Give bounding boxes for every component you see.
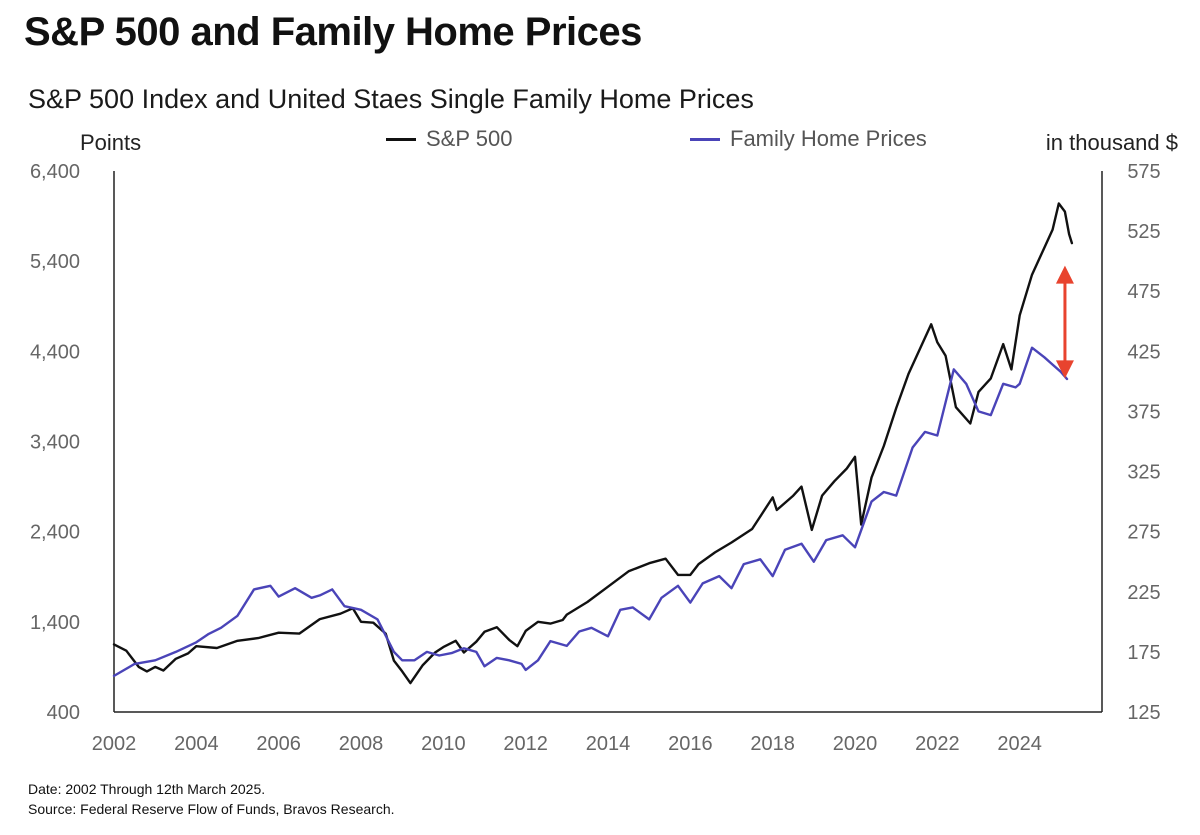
footnote-date: Date: 2002 Through 12th March 2025. xyxy=(28,781,266,797)
y-left-tick-label: 2,400 xyxy=(30,522,80,544)
y-left-tick-label: 1,400 xyxy=(30,612,80,634)
y-left-tick-label: 4,400 xyxy=(30,341,80,363)
legend-sp500-swatch xyxy=(386,137,416,141)
x-tick-label: 2006 xyxy=(256,733,301,755)
y-right-tick-label: 575 xyxy=(1127,161,1160,183)
x-tick-label: 2010 xyxy=(421,733,466,755)
legend-home-swatch xyxy=(690,137,720,141)
x-tick-label: 2008 xyxy=(339,733,384,755)
y-left-tick-label: 5,400 xyxy=(30,251,80,273)
x-tick-label: 2024 xyxy=(997,733,1042,755)
y-right-tick-label: 325 xyxy=(1127,462,1160,484)
left-axis-title: Points xyxy=(80,130,142,155)
chart-subtitle: S&P 500 Index and United Staes Single Fa… xyxy=(28,84,754,114)
legend-home-label: Family Home Prices xyxy=(730,126,927,151)
legend-home-prices: Family Home Prices xyxy=(690,126,927,152)
sp500-line xyxy=(112,202,1074,685)
x-tick-label: 2004 xyxy=(174,733,219,755)
y-left-tick-label: 400 xyxy=(47,702,80,724)
gap-arrow-head-up xyxy=(1055,265,1074,284)
x-tick-label: 2022 xyxy=(915,733,960,755)
y-right-tick-label: 175 xyxy=(1127,642,1160,664)
home-prices-line xyxy=(112,346,1069,678)
x-tick-label: 2014 xyxy=(586,733,631,755)
legend-sp500: S&P 500 xyxy=(386,126,512,152)
right-axis-title: in thousand $ xyxy=(1045,130,1178,155)
x-tick-label: 2020 xyxy=(833,733,878,755)
legend-sp500-label: S&P 500 xyxy=(426,126,513,151)
y-right-tick-label: 475 xyxy=(1127,281,1160,303)
y-left-tick-label: 6,400 xyxy=(30,161,80,183)
footnote-source: Source: Federal Reserve Flow of Funds, B… xyxy=(28,801,395,817)
y-right-tick-label: 225 xyxy=(1127,582,1160,604)
x-tick-label: 2002 xyxy=(92,733,137,755)
y-right-tick-label: 525 xyxy=(1127,221,1160,243)
x-tick-label: 2016 xyxy=(668,733,713,755)
gap-arrow-head-down xyxy=(1055,360,1074,379)
y-right-tick-label: 375 xyxy=(1127,401,1160,423)
y-right-tick-label: 125 xyxy=(1127,702,1160,724)
x-tick-label: 2018 xyxy=(750,733,795,755)
chart-title: S&P 500 and Family Home Prices xyxy=(24,10,642,54)
y-left-tick-label: 3,400 xyxy=(30,432,80,454)
y-right-tick-label: 275 xyxy=(1127,522,1160,544)
y-right-tick-label: 425 xyxy=(1127,341,1160,363)
x-tick-label: 2012 xyxy=(503,733,548,755)
